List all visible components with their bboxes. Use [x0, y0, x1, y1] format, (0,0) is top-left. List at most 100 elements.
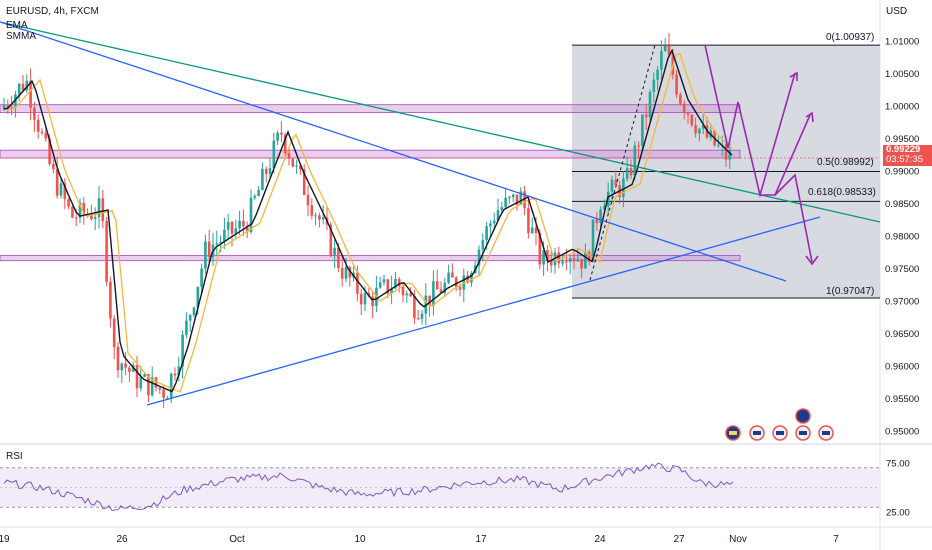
candle-body: [299, 165, 302, 170]
candle-body: [724, 144, 728, 160]
candle-body: [660, 51, 663, 70]
x-tick-label: 17: [475, 534, 487, 545]
candle-body: [245, 226, 249, 233]
y-tick-label: 0.97000: [885, 297, 919, 308]
fib-label-0.618: 0.618(0.98533): [808, 187, 876, 198]
fib-label-0.5: 0.5(0.98992): [817, 157, 874, 168]
candle-body: [481, 240, 485, 250]
candle-body: [321, 217, 325, 220]
ema-line: [3, 48, 733, 393]
candle-body: [413, 296, 416, 319]
candle-body: [496, 210, 500, 221]
candle-body: [188, 315, 192, 321]
candle-body: [17, 83, 21, 95]
ema-legend[interactable]: EMA: [6, 20, 28, 31]
y-tick-label: 0.99000: [885, 167, 919, 178]
candle-body: [14, 94, 17, 108]
candle-body: [420, 313, 424, 319]
candle-body: [139, 376, 143, 389]
candle-body: [29, 80, 32, 108]
candle-body: [196, 286, 200, 308]
candle-body: [173, 373, 177, 376]
candle-body: [717, 144, 720, 146]
candle-body: [451, 272, 454, 278]
candle-body: [82, 202, 86, 214]
candle-body: [166, 397, 169, 399]
candle-body: [622, 178, 625, 198]
candle-body: [568, 258, 572, 263]
candle-body: [698, 128, 701, 134]
candle-body: [519, 191, 523, 205]
candle-body: [348, 267, 352, 278]
candle-body: [261, 168, 264, 191]
candle-body: [416, 318, 420, 320]
candle-body: [378, 282, 382, 288]
candle-body: [40, 131, 44, 134]
candle-body: [200, 268, 203, 287]
candle-body: [686, 113, 690, 115]
candle-body: [587, 251, 591, 262]
candle-body: [78, 202, 82, 218]
rsi-legend[interactable]: RSI: [6, 451, 23, 462]
candle-body: [109, 281, 112, 319]
y-tick-label: 1.01000: [885, 37, 919, 48]
candle-body: [447, 272, 450, 283]
candle-body: [466, 275, 469, 283]
candle-body: [584, 251, 587, 269]
resistance-zone: [0, 149, 741, 159]
last-price: 0.99229: [886, 144, 921, 155]
candle-body: [291, 158, 295, 167]
candle-body: [101, 198, 105, 222]
candle-body: [435, 281, 439, 290]
x-tick-label: 19: [0, 534, 10, 545]
candle-body: [511, 194, 515, 198]
fib-label-1: 1(0.97047): [826, 286, 875, 297]
candle-body: [523, 191, 526, 209]
candle-body: [192, 307, 196, 316]
candle-body: [181, 334, 184, 367]
last-price-tag: 0.99229 03:57:35: [883, 145, 932, 166]
candle-body: [105, 221, 108, 282]
candle-body: [10, 107, 13, 109]
x-tick-label: 7: [833, 534, 839, 545]
x-tick-label: 10: [354, 534, 366, 545]
candle-body: [150, 377, 154, 396]
candle-body: [557, 252, 561, 264]
candle-body: [401, 286, 405, 296]
candle-body: [644, 114, 648, 118]
candle-body: [470, 272, 473, 283]
candle-body: [185, 320, 188, 335]
arrow-head-up: [789, 71, 798, 81]
candle-body: [93, 217, 97, 219]
y-tick-label: 0.99500: [885, 134, 919, 145]
candle-body: [337, 247, 340, 268]
candle-body: [701, 125, 705, 129]
x-tick-label: Oct: [229, 534, 245, 545]
x-tick-label: 27: [673, 534, 685, 545]
candle-body: [614, 179, 618, 186]
candle-body: [52, 163, 55, 169]
candle-body: [477, 249, 481, 266]
candle-body: [283, 134, 287, 154]
candle-body: [318, 215, 321, 220]
candle-body: [143, 374, 146, 377]
smma-legend[interactable]: SMMA: [6, 31, 36, 42]
candle-body: [534, 227, 538, 233]
flag-icon: [776, 431, 784, 435]
candle-body: [204, 241, 207, 269]
candle-body: [90, 214, 93, 219]
symbol-line: EURUSD, 4h, FXCM: [6, 6, 99, 17]
flag-icon: [799, 431, 807, 435]
candle-body: [162, 389, 165, 398]
candle-body: [280, 132, 283, 135]
symbol-legend[interactable]: EURUSD, 4h, FXCM: [6, 6, 99, 17]
candle-body: [542, 250, 545, 265]
candle-body: [462, 275, 466, 290]
candle-body: [580, 259, 583, 269]
y-tick-label: 0.98500: [885, 199, 919, 210]
y-tick-label: 0.98000: [885, 232, 919, 243]
candle-body: [530, 227, 534, 233]
candle-body: [663, 45, 667, 52]
rsi-tick-label: 25.00: [886, 508, 910, 519]
